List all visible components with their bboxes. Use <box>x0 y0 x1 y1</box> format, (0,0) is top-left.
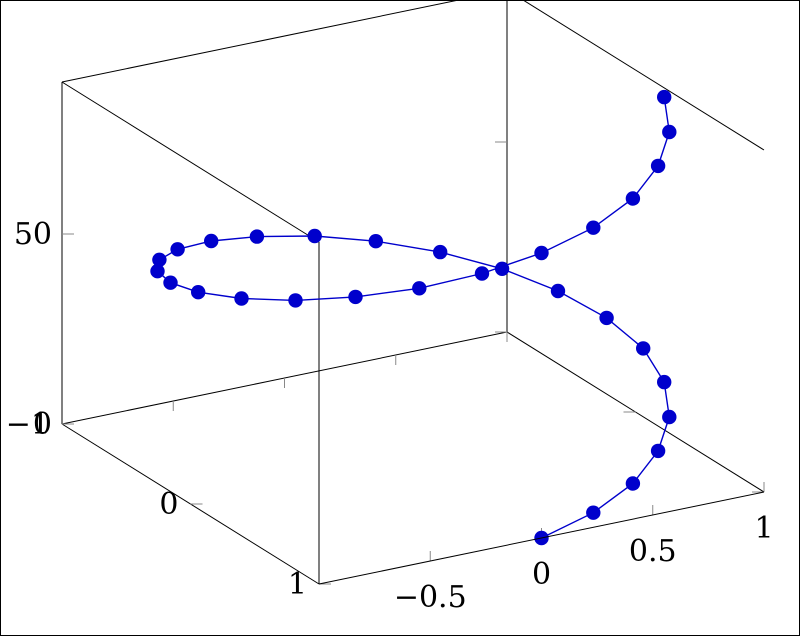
data-point <box>249 229 265 244</box>
data-point <box>474 266 490 281</box>
data-point <box>650 443 666 459</box>
data-point <box>433 244 448 260</box>
data-point <box>494 261 510 276</box>
data-point <box>599 310 614 326</box>
x-tick-label: −0.5 <box>394 580 467 615</box>
data-point <box>586 505 601 520</box>
z-tick-label: 0 <box>33 407 52 442</box>
data-point <box>163 275 178 290</box>
z-tick-label: 50 <box>14 217 52 252</box>
x-tick-label: 0 <box>532 557 551 592</box>
axis-box-back <box>61 1 765 585</box>
box-edge-back <box>61 1 457 83</box>
data-point <box>307 228 322 244</box>
box-edge-back <box>61 81 320 243</box>
data-point <box>204 233 219 249</box>
box-edge-front <box>318 491 765 585</box>
data-point <box>657 89 672 105</box>
data-point <box>662 409 677 425</box>
data-point <box>636 341 651 356</box>
data-point <box>234 291 249 306</box>
data-point <box>170 242 185 257</box>
series-markers <box>150 89 677 546</box>
series-line <box>156 96 671 539</box>
data-point <box>368 234 383 249</box>
data-point <box>662 124 677 140</box>
data-point <box>657 374 672 390</box>
data-point <box>288 293 303 308</box>
data-point <box>625 476 641 491</box>
y-tick-label: 1 <box>288 567 307 602</box>
data-point <box>650 158 666 174</box>
data-point <box>152 252 167 267</box>
data-point <box>586 220 601 235</box>
data-point <box>348 289 363 305</box>
y-tick-label: 0 <box>159 487 178 522</box>
axis-box-front <box>318 491 765 585</box>
x-tick-label: 0.5 <box>629 534 677 569</box>
y-tick-label: −1 <box>6 407 50 442</box>
data-point <box>412 281 427 296</box>
data-point <box>191 285 206 300</box>
data-point <box>625 191 641 206</box>
data-point <box>150 264 165 279</box>
data-point <box>550 283 566 299</box>
box-edge-back <box>523 1 765 151</box>
x-tick-label: 1 <box>754 511 773 546</box>
data-point <box>534 245 549 261</box>
